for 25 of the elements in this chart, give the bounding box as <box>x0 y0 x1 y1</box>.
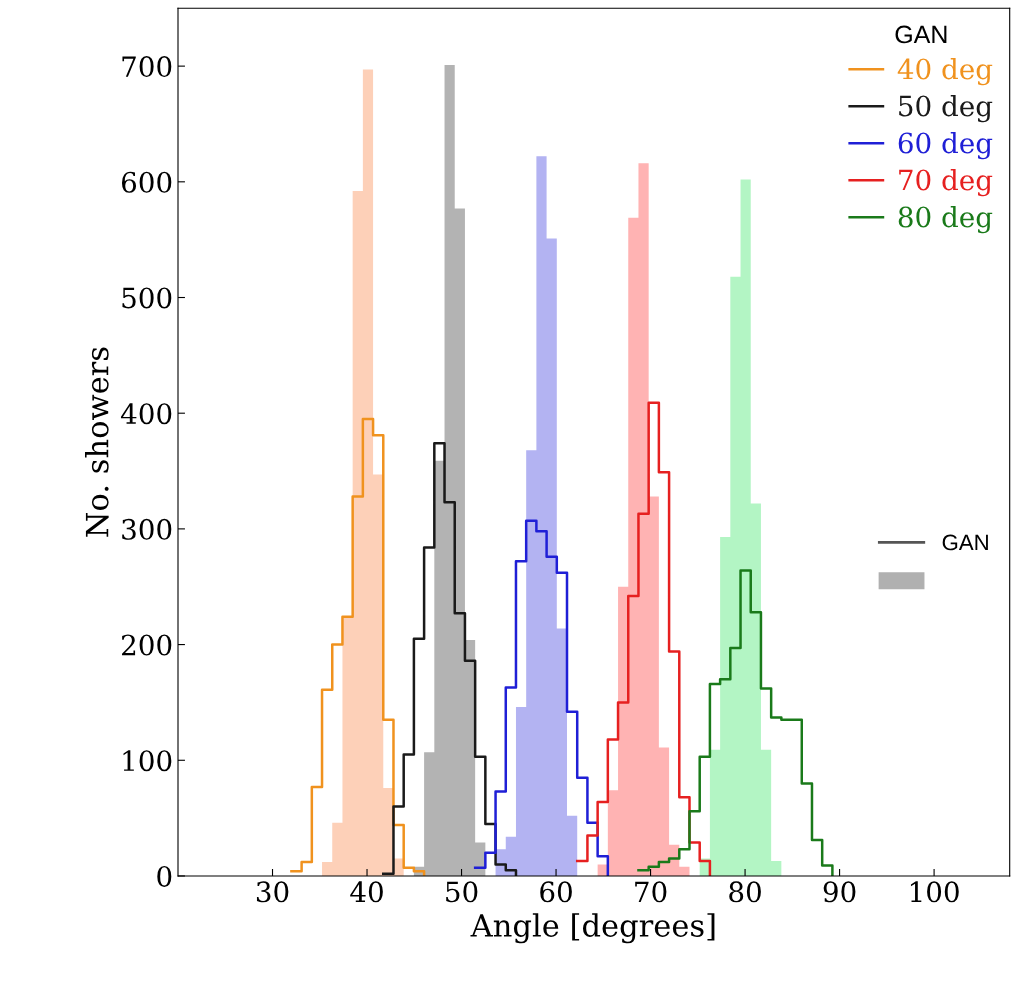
x-tick-label: 90 <box>823 881 856 903</box>
y-tick-label: 100 <box>123 750 172 772</box>
annotation: GAN <box>942 534 988 551</box>
y-tick-label: 300 <box>122 518 172 540</box>
x-tick-label: 80 <box>729 881 761 903</box>
y-tick-label: 700 <box>122 56 172 78</box>
y-axis-title: No. showers <box>84 347 109 537</box>
x-tick-label: 60 <box>540 881 572 903</box>
legend-label: 60 deg <box>898 131 993 160</box>
y-tick-label: 500 <box>122 287 172 309</box>
x-tick-label: 50 <box>446 881 478 903</box>
legend-title: GAN <box>895 25 947 44</box>
legend-label: 80 deg <box>898 205 993 234</box>
y-tick-label: 600 <box>121 171 172 193</box>
x-tick-label: 100 <box>910 881 959 903</box>
y-tick-label: 200 <box>122 634 172 656</box>
y-tick-label: 0 <box>157 865 172 887</box>
x-tick-label: 40 <box>350 881 383 903</box>
y-tick-label: 400 <box>120 403 172 425</box>
legend-label: 50 deg <box>899 94 993 123</box>
x-axis-title: Angle [degrees] <box>470 913 715 944</box>
x-tick-label: 70 <box>635 881 667 903</box>
legend-label: 40 deg <box>897 57 993 86</box>
x-tick-label: 30 <box>256 881 289 903</box>
legend-label: 70 deg <box>899 168 993 197</box>
